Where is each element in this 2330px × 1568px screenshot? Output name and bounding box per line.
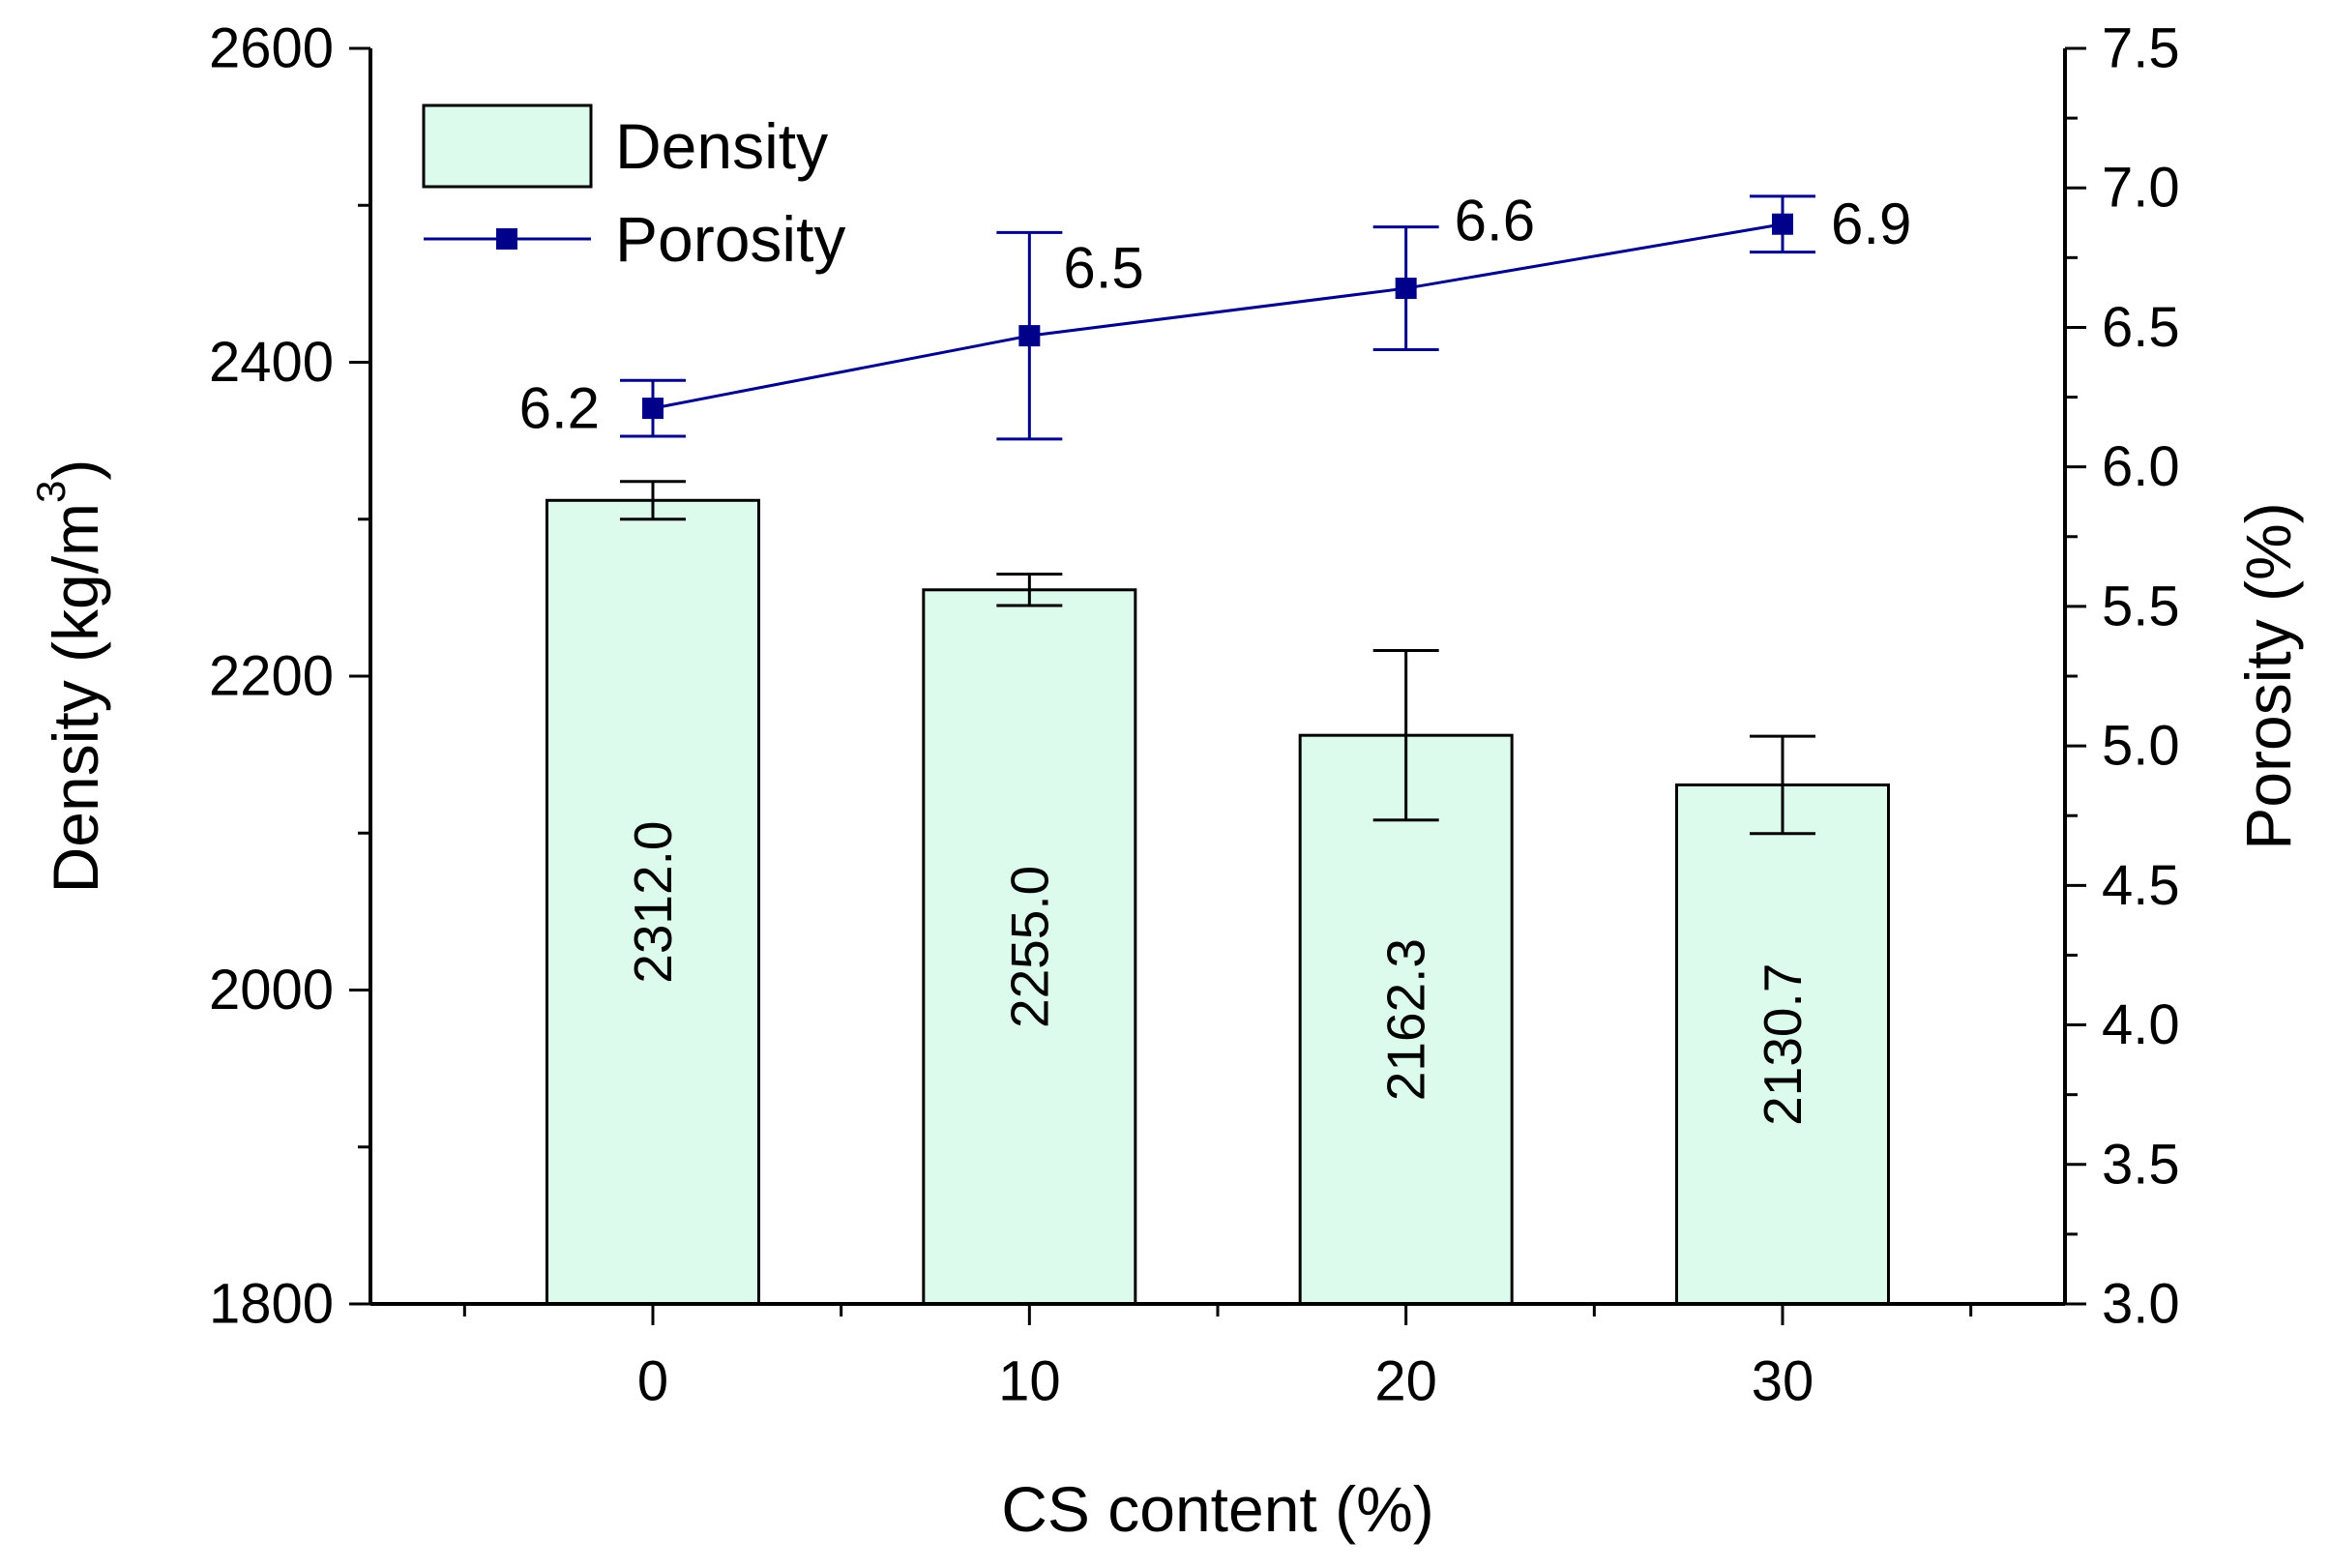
y-axis-title-close: ) [40,459,111,481]
density-bar-30 [1675,783,1890,1306]
legend-porosity-label: Porosity [615,203,845,275]
y-axis-title-superscript: 3 [28,481,74,503]
y2-tick-label-5.0: 5.0 [2102,715,2180,778]
porosity-line-layer [620,194,1815,441]
x-tick-label-20: 20 [1374,1350,1437,1413]
y2-tick-label-7.5: 7.5 [2102,17,2180,80]
legend-density-label: Density [615,110,828,182]
density-error-bar-20 [1372,649,1439,822]
density-bar-0 [546,498,760,1306]
labels-layer: 2312.0 2255.0 2162.3 2130.7 6.2 6.5 6.6 6.9 1800… [28,17,2305,1546]
y2-axis-title: Porosity (%) [2232,502,2304,849]
x-tick-label-10: 10 [998,1350,1061,1413]
density-bar-label-10: 2255.0 [999,866,1059,1028]
density-bar-10 [922,588,1137,1306]
y2-tick-label-7.0: 7.0 [2102,157,2180,220]
density-bar-label-0: 2312.0 [623,821,683,984]
legend: Density Porosity [422,104,845,275]
error-bars-layer [620,480,1815,836]
axes-layer [349,46,2086,1325]
porosity-point-label-0: 6.2 [519,376,600,441]
y2-tick-label-4.0: 4.0 [2102,993,2180,1056]
density-error-bar-30 [1750,734,1815,836]
legend-density-swatch [422,104,593,189]
y2-tick-label-5.5: 5.5 [2102,575,2180,637]
porosity-point-label-30: 6.9 [1831,192,1911,256]
porosity-point-0 [642,398,664,420]
y-axis-title: Density (kg/m3) [28,459,112,894]
density-error-bar-10 [996,573,1063,607]
porosity-point-30 [1772,213,1793,235]
y2-tick-label-3.0: 3.0 [2102,1273,2180,1336]
y2-tick-label-6.5: 6.5 [2102,296,2180,359]
porosity-point-label-10: 6.5 [1063,236,1143,301]
y-axis-title-main: Density (kg/m [40,503,111,893]
y2-tick-label-6.0: 6.0 [2102,435,2180,498]
porosity-point-20 [1395,278,1417,300]
y-tick-label-1800: 1800 [209,1273,334,1336]
density-bar-label-20: 2162.3 [1376,938,1436,1101]
legend-porosity-marker [496,228,517,250]
x-tick-label-0: 0 [637,1350,668,1413]
x-axis-title: CS content (%) [1001,1473,1434,1545]
porosity-point-10 [1018,325,1041,347]
y-tick-label-2400: 2400 [209,331,334,394]
x-tick-label-30: 30 [1752,1350,1814,1413]
porosity-point-label-20: 6.6 [1455,189,1535,253]
bars-layer [546,498,1890,1306]
y2-tick-label-4.5: 4.5 [2102,854,2180,917]
y-tick-label-2600: 2600 [209,17,334,80]
porosity-line [652,222,1784,410]
y2-tick-label-3.5: 3.5 [2102,1133,2180,1196]
y-tick-label-2000: 2000 [209,959,334,1021]
density-error-bar-0 [620,480,686,521]
y-tick-label-2200: 2200 [209,645,334,708]
density-bar-label-30: 2130.7 [1753,963,1813,1126]
